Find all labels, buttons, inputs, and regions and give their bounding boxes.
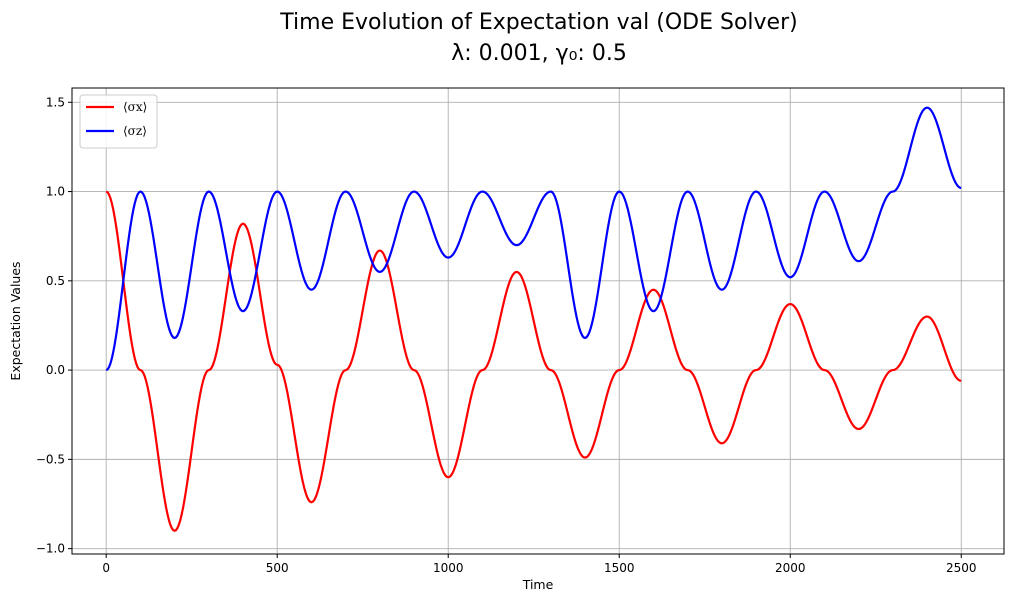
legend-label-sigma-z: ⟨σz⟩ — [123, 124, 147, 138]
x-tick-label: 1000 — [433, 561, 464, 575]
y-axis-ticks: −1.0 −0.5 0.0 0.5 1.0 1.5 — [36, 95, 72, 556]
y-tick-label: 0.5 — [46, 274, 65, 288]
series-line-sigma-x — [105, 190, 962, 532]
legend-label-sigma-x: ⟨σx⟩ — [123, 100, 147, 114]
legend: ⟨σx⟩ ⟨σz⟩ — [79, 94, 158, 149]
chart-title-line1: Time Evolution of Expectation val (ODE S… — [279, 10, 797, 35]
x-tick-label: 1500 — [604, 561, 635, 575]
x-tick-label: 2500 — [946, 561, 977, 575]
chart-title-line2: λ: 0.001, γ₀: 0.5 — [451, 41, 627, 66]
plot-frame — [71, 87, 1005, 555]
y-tick-label: 1.0 — [46, 185, 65, 199]
y-tick-label: −1.0 — [36, 542, 65, 556]
x-axis-label: Time — [522, 577, 554, 592]
series-lines — [105, 106, 962, 532]
x-tick-label: 500 — [266, 561, 289, 575]
x-tick-label: 2000 — [775, 561, 806, 575]
y-tick-label: −0.5 — [36, 452, 65, 466]
x-axis-ticks: 0 500 1000 1500 2000 2500 — [102, 554, 977, 575]
y-tick-label: 0.0 — [46, 363, 65, 377]
y-tick-label: 1.5 — [46, 95, 65, 109]
legend-box — [79, 94, 158, 149]
series-line-sigma-z — [105, 106, 962, 372]
y-axis-label: Expectation Values — [8, 261, 23, 380]
x-tick-label: 0 — [102, 561, 110, 575]
grid — [72, 88, 1004, 554]
